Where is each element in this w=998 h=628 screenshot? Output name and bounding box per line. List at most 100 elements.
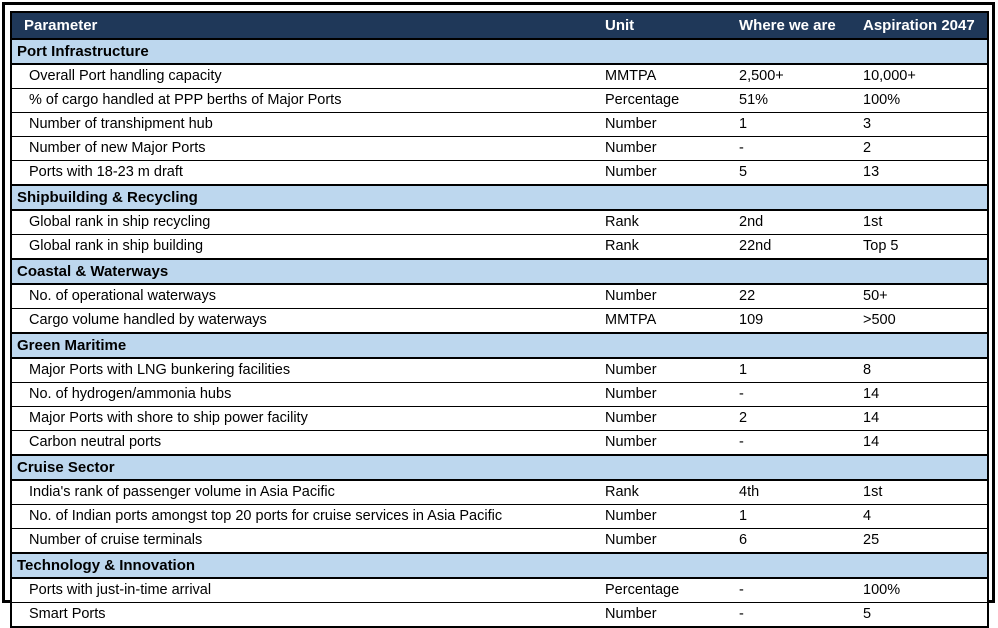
aspiration-2047-cell: 4 — [857, 504, 988, 529]
parameter-cell: Number of cruise terminals — [11, 528, 599, 554]
unit-cell: Number — [599, 406, 733, 431]
table-row: Carbon neutral ports Number -14 — [11, 430, 988, 456]
parameter-cell: Major Ports with LNG bunkering facilitie… — [11, 358, 599, 383]
aspiration-2047-cell: 13 — [857, 160, 988, 186]
aspiration-2047-cell: 14 — [857, 406, 988, 431]
where-we-are-cell: 2nd — [733, 210, 857, 235]
where-we-are-cell: 4th — [733, 480, 857, 505]
unit-cell: Rank — [599, 210, 733, 235]
parameter-cell: Major Ports with shore to ship power fac… — [11, 406, 599, 431]
aspiration-2047-cell: >500 — [857, 308, 988, 334]
col-header-unit: Unit — [599, 12, 733, 40]
parameter-cell: Ports with 18-23 m draft — [11, 160, 599, 186]
table-row: Cargo volume handled by waterways MMTPA 10… — [11, 308, 988, 334]
where-we-are-cell: 22 — [733, 284, 857, 309]
aspiration-2047-cell: 100% — [857, 578, 988, 603]
aspiration-2047-cell: 5 — [857, 602, 988, 628]
unit-cell: Number — [599, 602, 733, 628]
section-title: Technology & Innovation — [11, 552, 988, 579]
where-we-are-cell: - — [733, 430, 857, 456]
unit-cell: MMTPA — [599, 308, 733, 334]
table-row: No. of Indian ports amongst top 20 ports… — [11, 504, 988, 529]
aspiration-2047-cell: 10,000+ — [857, 64, 988, 89]
parameter-cell: Global rank in ship recycling — [11, 210, 599, 235]
section-title: Port Infrastructure — [11, 38, 988, 65]
aspiration-2047-cell: 50+ — [857, 284, 988, 309]
section-header-row: Cruise Sector — [11, 454, 988, 481]
parameter-cell: Overall Port handling capacity — [11, 64, 599, 89]
section-title: Cruise Sector — [11, 454, 988, 481]
unit-cell: Rank — [599, 480, 733, 505]
section-header-row: Coastal & Waterways — [11, 258, 988, 285]
section-header-row: Shipbuilding & Recycling — [11, 184, 988, 211]
where-we-are-cell: 22nd — [733, 234, 857, 260]
aspiration-2047-cell: 2 — [857, 136, 988, 161]
table-row: Smart Ports Number -5 — [11, 602, 988, 628]
maritime-vision-2047-table: Parameter Unit Where we are Aspiration 2… — [10, 11, 989, 628]
section-title: Coastal & Waterways — [11, 258, 988, 285]
unit-cell: Percentage — [599, 578, 733, 603]
table-row: Ports with 18-23 m draft Number 5 13 — [11, 160, 988, 186]
where-we-are-cell: - — [733, 382, 857, 407]
parameter-cell: Carbon neutral ports — [11, 430, 599, 456]
parameter-cell: % of cargo handled at PPP berths of Majo… — [11, 88, 599, 113]
col-header-where-we-are: Where we are — [733, 12, 857, 40]
table-row: Major Ports with LNG bunkering facilitie… — [11, 358, 988, 383]
unit-cell: Number — [599, 528, 733, 554]
parameter-cell: Number of transhipment hub — [11, 112, 599, 137]
unit-cell: Number — [599, 430, 733, 456]
table-row: Number of cruise terminals Number 6 25 — [11, 528, 988, 554]
unit-cell: Number — [599, 358, 733, 383]
table-row: Global rank in ship recycling Rank 2nd 1st — [11, 210, 988, 235]
table-row: Global rank in ship building Rank 22nd Top … — [11, 234, 988, 260]
aspiration-2047-cell: 1st — [857, 210, 988, 235]
unit-cell: Percentage — [599, 88, 733, 113]
aspiration-2047-cell: Top 5 — [857, 234, 988, 260]
table-row: No. of operational waterways Number 22 50+ — [11, 284, 988, 309]
table-row: Number of new Major Ports Number -2 — [11, 136, 988, 161]
aspiration-2047-cell: 8 — [857, 358, 988, 383]
parameter-cell: No. of Indian ports amongst top 20 ports… — [11, 504, 599, 529]
where-we-are-cell: 2 — [733, 406, 857, 431]
where-we-are-cell: - — [733, 578, 857, 603]
aspiration-2047-cell: 14 — [857, 382, 988, 407]
unit-cell: Number — [599, 136, 733, 161]
where-we-are-cell: - — [733, 602, 857, 628]
table-row: Ports with just-in-time arrival Percentag… — [11, 578, 988, 603]
table-row: % of cargo handled at PPP berths of Majo… — [11, 88, 988, 113]
parameter-cell: Cargo volume handled by waterways — [11, 308, 599, 334]
where-we-are-cell: 5 — [733, 160, 857, 186]
aspiration-2047-cell: 1st — [857, 480, 988, 505]
parameter-cell: No. of operational waterways — [11, 284, 599, 309]
section-header-row: Technology & Innovation — [11, 552, 988, 579]
section-title: Green Maritime — [11, 332, 988, 359]
parameter-cell: Number of new Major Ports — [11, 136, 599, 161]
unit-cell: Number — [599, 160, 733, 186]
table-row: Major Ports with shore to ship power fac… — [11, 406, 988, 431]
aspiration-2047-cell: 25 — [857, 528, 988, 554]
unit-cell: Number — [599, 382, 733, 407]
where-we-are-cell: 6 — [733, 528, 857, 554]
parameter-cell: Ports with just-in-time arrival — [11, 578, 599, 603]
unit-cell: Rank — [599, 234, 733, 260]
parameter-cell: India's rank of passenger volume in Asia… — [11, 480, 599, 505]
where-we-are-cell: - — [733, 136, 857, 161]
unit-cell: Number — [599, 284, 733, 309]
table-row: No. of hydrogen/ammonia hubs Number -14 — [11, 382, 988, 407]
where-we-are-cell: 2,500+ — [733, 64, 857, 89]
col-header-aspiration-2047: Aspiration 2047 — [857, 12, 988, 40]
section-title: Shipbuilding & Recycling — [11, 184, 988, 211]
unit-cell: Number — [599, 504, 733, 529]
aspiration-2047-cell: 14 — [857, 430, 988, 456]
parameter-cell: No. of hydrogen/ammonia hubs — [11, 382, 599, 407]
section-header-row: Green Maritime — [11, 332, 988, 359]
where-we-are-cell: 1 — [733, 504, 857, 529]
table-row: Overall Port handling capacity MMTPA 2,500… — [11, 64, 988, 89]
where-we-are-cell: 1 — [733, 112, 857, 137]
table-row: India's rank of passenger volume in Asia… — [11, 480, 988, 505]
section-header-row: Port Infrastructure — [11, 38, 988, 65]
table-header-row: Parameter Unit Where we are Aspiration 2… — [11, 12, 988, 40]
table-body: Port Infrastructure Overall Port handling… — [11, 38, 988, 628]
